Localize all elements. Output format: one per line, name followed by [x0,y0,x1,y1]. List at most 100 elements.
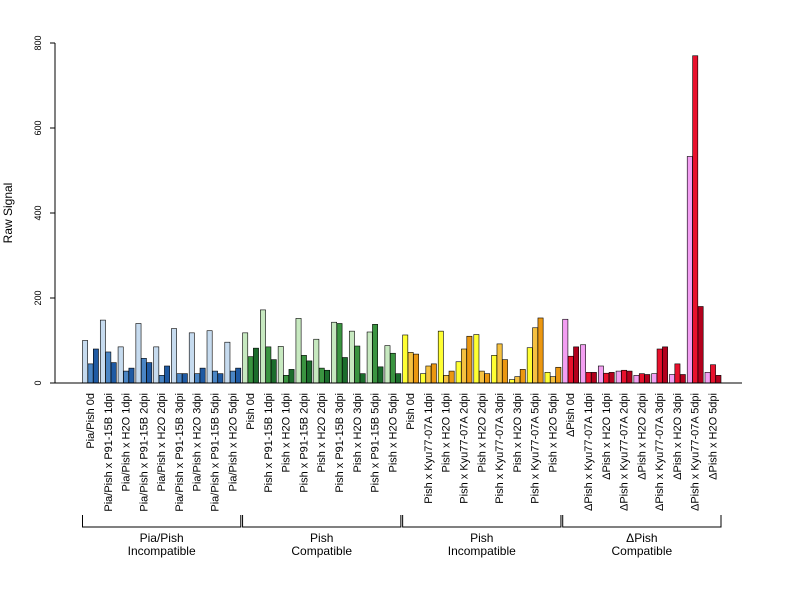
category-label: Pia/Pish x H2O 2dpi [156,393,168,491]
bar [164,365,170,384]
bar [697,306,704,384]
bar [638,373,645,384]
bar [514,376,521,384]
category-label: Pia/Pish x P91-15B 1dpi [103,393,115,512]
bar [128,367,135,384]
bar [430,363,437,384]
category-label: Pish x P91-15B 3dpi [334,393,346,493]
bar [324,369,331,384]
category-label: Pish x Kyu77-07A 2dpi [459,393,471,504]
bar [509,379,515,384]
bar [171,328,177,384]
y-axis-label: Raw Signal [1,183,15,244]
bar [692,55,699,384]
bar [555,366,562,384]
bar [283,375,290,384]
bar [188,332,195,384]
group-label-line2: Compatible [291,544,352,558]
bar [359,373,366,384]
category-label: Pish x H2O 2dpi [476,393,488,472]
category-label: Pish x H2O 1dpi [281,393,293,472]
category-label: Pish x Kyu77-07A 5dpi [530,393,542,504]
bar [608,372,615,384]
y-axis: 0 200 400 600 800 [33,35,56,386]
bar [247,356,254,384]
bar [585,372,592,384]
category-label: Pish x H2O 3dpi [512,393,524,472]
category-label: ΔPish x Kyu77-07A 3dpi [654,393,666,511]
y-tick-label: 400 [33,205,43,220]
bar [389,352,396,384]
group-label-line2: Incompatible [448,544,516,558]
bar [526,347,533,384]
group-label-line2: Compatible [612,544,673,558]
bar [662,346,668,384]
bar [318,367,325,384]
bar [87,363,94,384]
bar [277,346,284,384]
category-label: ΔPish 0d [565,393,577,437]
bar [270,359,277,384]
bar [265,346,272,384]
bar [413,353,419,384]
category-label: ΔPish x H2O 3dpi [672,393,684,480]
category-label: Pish 0d [405,393,417,430]
bar [420,373,426,384]
bar [473,334,480,384]
bar [301,355,307,384]
bar [562,318,569,384]
bar [82,340,88,384]
bar [153,346,160,384]
bar [242,332,249,384]
bar [715,375,722,384]
bar [496,343,503,384]
bar [679,374,686,384]
bar [491,355,498,384]
bar [253,347,259,384]
bar [366,331,373,384]
bar [402,334,409,384]
bar [395,373,402,384]
bar [633,375,640,384]
bar [117,346,124,384]
y-tick-label: 0 [33,380,43,385]
category-label: ΔPish x Kyu77-07A 5dpi [690,393,702,511]
bar [443,375,450,384]
bar [704,372,711,384]
category-label: Pia/Pish x P91-15B 3dpi [174,393,186,512]
bar [306,360,313,384]
bar [425,365,432,384]
bar [384,345,391,384]
bar [644,374,651,384]
group-bracket [562,515,722,528]
category-label: Pish x H2O 5dpi [547,393,559,472]
bar [331,321,337,384]
bar [140,358,147,384]
bar [621,369,627,384]
bar [669,374,675,384]
bar [135,323,142,384]
bar [437,330,444,384]
category-label: ΔPish x Kyu77-07A 2dpi [619,393,631,511]
bar [99,319,106,384]
bar [235,367,242,384]
category-label: Pish x H2O 5dpi [387,393,399,472]
bar [341,357,348,384]
y-tick-label: 200 [33,290,43,305]
category-label: ΔPish x Kyu77-07A 1dpi [583,393,595,511]
category-label: ΔPish x H2O 5dpi [708,393,720,480]
bar [260,309,266,384]
bar [455,361,462,384]
bar [466,335,473,384]
bar [313,338,320,384]
category-labels: Pia/Pish 0d Pia/Pish x P91-15B 1dpi Pia/Pi… [85,393,720,512]
category-label: Pia/Pish 0d [85,393,97,449]
bar [199,367,206,384]
category-label: Pish x P91-15B 1dpi [263,393,275,493]
bar [590,372,597,384]
bar [710,364,716,384]
category-label: Pish x P91-15B 2dpi [298,393,310,493]
category-label: Pish x P91-15B 5dpi [370,393,382,493]
bar [377,366,384,384]
bar [229,370,236,384]
